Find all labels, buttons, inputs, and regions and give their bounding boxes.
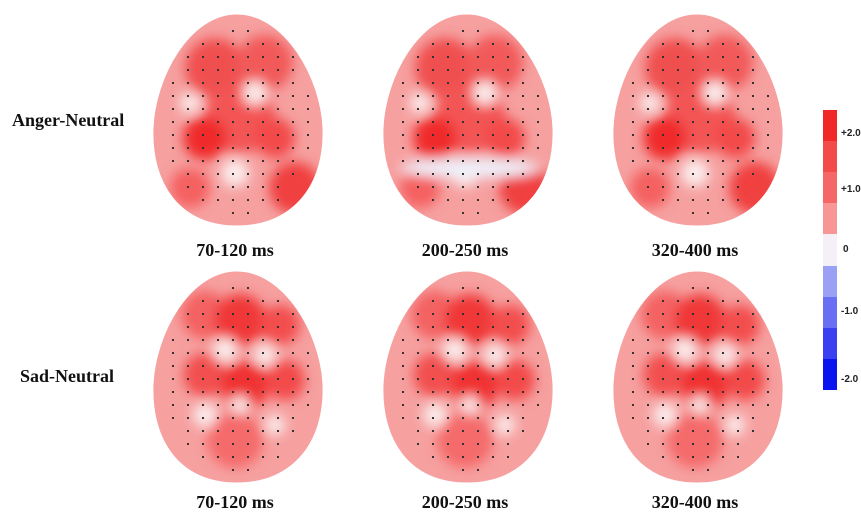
topomap-sad-70-120 bbox=[152, 270, 324, 484]
time-label-sad-2: 200-250 ms bbox=[421, 492, 509, 512]
row-label-sad-neutral: Sad-Neutral bbox=[20, 366, 114, 386]
colorbar-segment bbox=[823, 358, 837, 390]
row-label-anger-neutral: Anger-Neutral bbox=[12, 110, 125, 130]
topomap-sad-320-400 bbox=[612, 270, 784, 484]
colorbar-segment bbox=[823, 234, 837, 266]
time-label-sad-1: 70-120 ms bbox=[196, 492, 274, 512]
colorbar-tick-plus1: +1.0 bbox=[841, 184, 861, 195]
topomap-anger-320-400 bbox=[612, 13, 784, 227]
time-label-anger-2: 200-250 ms bbox=[421, 240, 509, 260]
topomap-anger-70-120 bbox=[152, 13, 324, 227]
topomap-anger-200-250 bbox=[382, 13, 554, 227]
colorbar-tick-zero: 0 bbox=[843, 244, 849, 255]
colorbar-segment bbox=[823, 141, 837, 173]
colorbar-segment bbox=[823, 296, 837, 328]
colorbar-tick-minus2: -2.0 bbox=[841, 374, 859, 385]
colorbar-segment bbox=[823, 327, 837, 359]
colorbar-tick-minus1: -1.0 bbox=[841, 306, 859, 317]
color-scale-bar bbox=[823, 110, 837, 390]
colorbar-segment bbox=[823, 110, 837, 142]
colorbar-segment bbox=[823, 265, 837, 297]
colorbar-segment bbox=[823, 172, 837, 204]
colorbar-segment bbox=[823, 203, 837, 235]
time-label-anger-1: 70-120 ms bbox=[196, 240, 274, 260]
time-label-sad-3: 320-400 ms bbox=[651, 492, 739, 512]
time-label-anger-3: 320-400 ms bbox=[651, 240, 739, 260]
topomap-sad-200-250 bbox=[382, 270, 554, 484]
colorbar-tick-plus2: +2.0 bbox=[841, 128, 861, 139]
